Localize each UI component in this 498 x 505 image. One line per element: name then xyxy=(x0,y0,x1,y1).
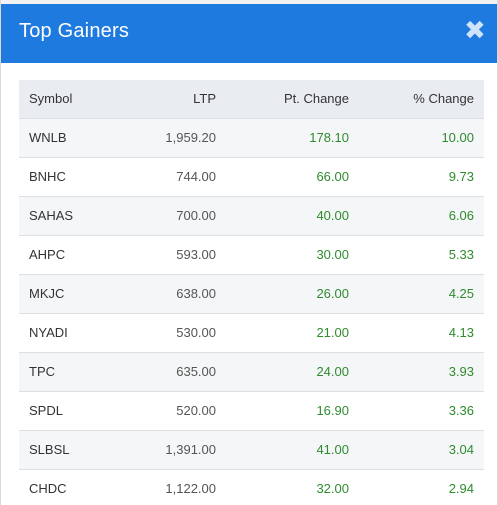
cell-ltp: 530.00 xyxy=(176,325,216,340)
cell-pt-change: 178.10 xyxy=(309,130,349,145)
cell-ltp: 744.00 xyxy=(176,169,216,184)
top-strip xyxy=(1,0,497,4)
table-row: CHDC 1,122.00 32.00 2.94 xyxy=(19,469,484,505)
cell-symbol[interactable]: WNLB xyxy=(29,130,67,145)
cell-symbol[interactable]: BNHC xyxy=(29,169,66,184)
header-pct-change[interactable]: % Change xyxy=(413,91,474,107)
table-row: NYADI 530.00 21.00 4.13 xyxy=(19,313,484,352)
table-row: MKJC 638.00 26.00 4.25 xyxy=(19,274,484,313)
cell-symbol[interactable]: SAHAS xyxy=(29,208,74,223)
cell-pct-change: 3.36 xyxy=(448,403,474,418)
table-row: TPC 635.00 24.00 3.93 xyxy=(19,352,484,391)
gainers-table: Symbol LTP Pt. Change % Change WNLB 1,95… xyxy=(19,80,484,505)
cell-ltp: 593.00 xyxy=(176,247,216,262)
cell-pt-change: 16.90 xyxy=(316,403,349,418)
cell-pct-change: 6.06 xyxy=(448,208,474,223)
cell-pt-change: 40.00 xyxy=(316,208,349,223)
table-row: SAHAS 700.00 40.00 6.06 xyxy=(19,196,484,235)
cell-pt-change: 21.00 xyxy=(316,325,349,340)
header-symbol[interactable]: Symbol xyxy=(29,91,73,107)
table-row: AHPC 593.00 30.00 5.33 xyxy=(19,235,484,274)
table-row: SLBSL 1,391.00 41.00 3.04 xyxy=(19,430,484,469)
cell-pct-change: 4.25 xyxy=(448,286,474,301)
cell-pt-change: 24.00 xyxy=(316,364,349,379)
cell-ltp: 700.00 xyxy=(176,208,216,223)
cell-ltp: 1,391.00 xyxy=(165,442,216,457)
cell-pct-change: 9.73 xyxy=(448,169,474,184)
cell-ltp: 520.00 xyxy=(176,403,216,418)
cell-symbol[interactable]: SPDL xyxy=(29,403,63,418)
cell-symbol[interactable]: SLBSL xyxy=(29,442,70,457)
cell-pt-change: 41.00 xyxy=(316,442,349,457)
cell-symbol[interactable]: CHDC xyxy=(29,481,67,497)
header-pt-change[interactable]: Pt. Change xyxy=(283,91,349,107)
header-ltp[interactable]: LTP xyxy=(193,91,216,107)
cell-symbol[interactable]: TPC xyxy=(29,364,55,379)
cell-pt-change: 26.00 xyxy=(316,286,349,301)
dialog-header: Top Gainers ✖ xyxy=(1,4,497,63)
cell-pt-change: 66.00 xyxy=(316,169,349,184)
cell-ltp: 638.00 xyxy=(176,286,216,301)
table-row: WNLB 1,959.20 178.10 10.00 xyxy=(19,118,484,157)
dialog-title: Top Gainers xyxy=(19,20,130,42)
cell-pct-change: 10.00 xyxy=(441,130,474,145)
table-row: SPDL 520.00 16.90 3.36 xyxy=(19,391,484,430)
cell-ltp: 1,959.20 xyxy=(165,130,216,145)
table-header-row: Symbol LTP Pt. Change % Change xyxy=(19,80,484,118)
cell-ltp: 1,122.00 xyxy=(165,481,216,497)
close-icon[interactable]: ✖ xyxy=(464,15,486,45)
cell-pct-change: 2.94 xyxy=(448,481,474,497)
cell-pct-change: 3.93 xyxy=(448,364,474,379)
cell-pt-change: 30.00 xyxy=(316,247,349,262)
table-body: WNLB 1,959.20 178.10 10.00 BNHC 744.00 6… xyxy=(19,118,484,505)
cell-pct-change: 4.13 xyxy=(448,325,474,340)
cell-pct-change: 5.33 xyxy=(448,247,474,262)
cell-ltp: 635.00 xyxy=(176,364,216,379)
table-row: BNHC 744.00 66.00 9.73 xyxy=(19,157,484,196)
cell-symbol[interactable]: NYADI xyxy=(29,325,68,340)
cell-pct-change: 3.04 xyxy=(448,442,474,457)
cell-symbol[interactable]: AHPC xyxy=(29,247,66,262)
cell-pt-change: 32.00 xyxy=(316,481,349,497)
cell-symbol[interactable]: MKJC xyxy=(29,286,65,301)
gainers-table-container: Symbol LTP Pt. Change % Change WNLB 1,95… xyxy=(19,80,484,505)
